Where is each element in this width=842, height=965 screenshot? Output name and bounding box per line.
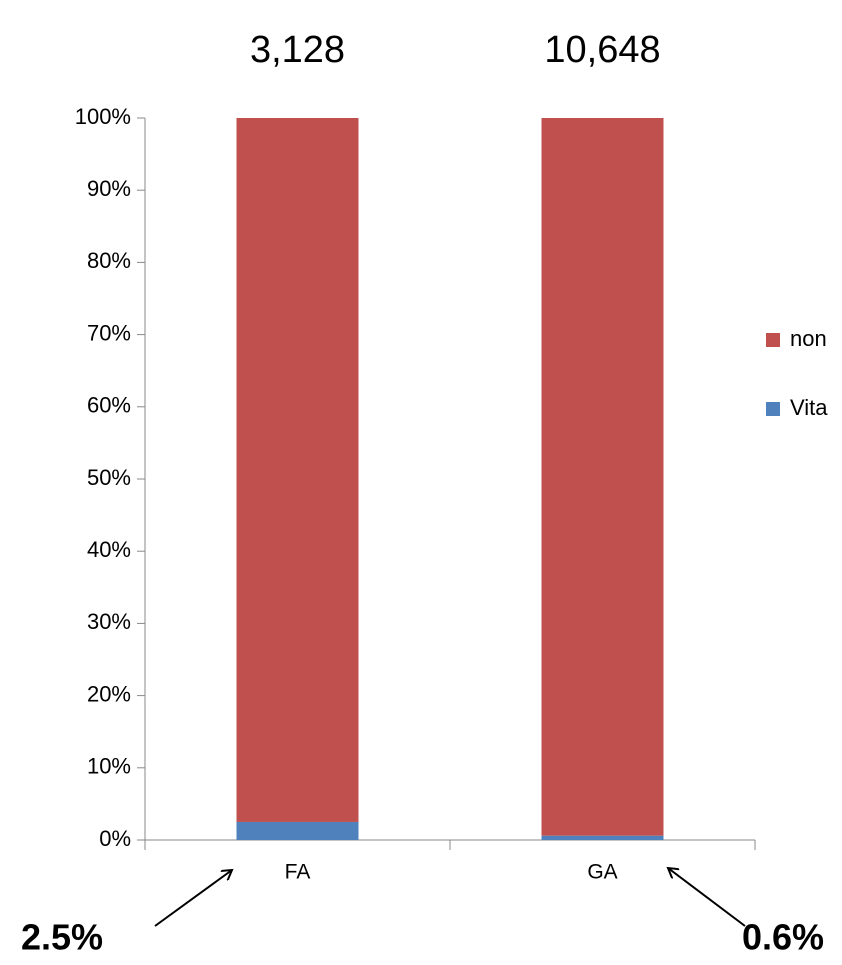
- y-tick-label: 30%: [87, 609, 131, 634]
- y-tick-label: 80%: [87, 248, 131, 273]
- value-label: 0.6%: [742, 917, 824, 958]
- y-tick-label: 100%: [75, 104, 131, 129]
- y-tick-label: 70%: [87, 320, 131, 345]
- bar-segment: [236, 821, 359, 840]
- x-tick-label: GA: [587, 861, 617, 884]
- y-tick-label: 90%: [87, 176, 131, 201]
- y-tick-label: 0%: [99, 826, 131, 851]
- legend-swatch: [766, 333, 780, 347]
- bar-segment: [236, 118, 359, 822]
- y-tick-label: 10%: [87, 754, 131, 779]
- legend-label: Vita: [790, 395, 828, 420]
- y-tick-label: 40%: [87, 537, 131, 562]
- y-tick-label: 20%: [87, 681, 131, 706]
- y-tick-label: 50%: [87, 465, 131, 490]
- y-tick-label: 60%: [87, 393, 131, 418]
- value-label: 2.5%: [21, 917, 103, 958]
- total-label: 3,128: [250, 29, 345, 71]
- legend-label: non: [790, 326, 827, 351]
- total-label: 10,648: [544, 29, 660, 71]
- legend-swatch: [766, 402, 780, 416]
- arrow: [668, 868, 746, 927]
- bar-segment: [541, 118, 664, 836]
- arrow: [154, 870, 232, 927]
- bar-segment: [541, 835, 664, 840]
- x-tick-label: FA: [285, 861, 311, 884]
